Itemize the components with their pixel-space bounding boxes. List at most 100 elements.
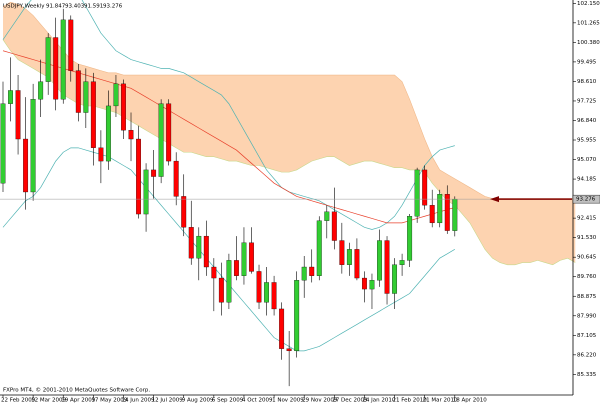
candle-body [414,169,420,217]
x-tick-label: 18 Apr 2010 [453,398,488,404]
candle-body [166,103,172,162]
candle-body [121,83,126,131]
candle-body [309,266,315,276]
candle-body [226,260,232,303]
candle-body [399,260,405,265]
candle-body [196,235,202,259]
header: USDJPY,Weekly 91.847 93.403 91.591 93.27… [3,4,123,10]
candle-body [294,280,300,352]
candle-body [324,211,330,221]
x-tick-label: 1 Nov 2009 [272,398,304,404]
candle-body [15,90,21,140]
open-value: 91.847 [46,4,66,10]
x-tick-label: 9 Aug 2009 [182,398,214,404]
candle-body [233,260,239,276]
price-label: 93.276 [576,197,596,203]
candle-body [203,235,209,268]
candle-body [361,277,367,290]
candle-body [369,280,375,290]
candle-body [241,242,247,276]
x-tick-label: 24 Jan 2010 [362,398,395,404]
low-value: 91.591 [84,4,103,10]
candle-body [264,282,269,303]
candle-body [83,81,89,113]
candle-body [286,348,292,352]
candle-body [211,266,217,279]
x-tick-label: 17 May 2009 [91,398,127,404]
cloud-edge [2,39,576,266]
y-tick-label: 95.070 [577,157,597,163]
y-tick-label: 95.955 [577,138,597,144]
cloud-edge [2,1,576,199]
candle-body [0,103,6,184]
y-tick-label: 96.840 [577,118,597,124]
candle-body [45,37,51,82]
x-tick-label: 21 Mar 2010 [423,398,458,404]
candle-body [346,249,352,265]
candle-body [143,169,149,215]
candle-body [316,220,322,276]
candle-body [53,37,59,100]
ichimoku-cloud [3,2,576,265]
x-tick-label: 22 Feb 2009 [1,398,36,404]
y-tick-label: 87.990 [577,313,597,319]
band-upper [2,0,455,230]
candle-body [429,205,435,224]
x-tick-label: 29 Nov 2009 [302,398,338,404]
candle-body [173,160,179,197]
candle-body [8,90,13,104]
candle-body [392,264,398,294]
y-tick-label: 89.760 [577,274,597,280]
y-tick-label: 90.645 [577,255,597,261]
plot-area [0,0,576,387]
candle-body [181,196,187,228]
candle-body [249,242,254,272]
y-tick-label: 97.725 [577,98,597,104]
price-box [572,194,600,204]
candle-body [271,282,277,310]
candle-body [377,240,382,281]
y-tick-label: 101.265 [577,20,600,26]
x-tick-label: 12 Jul 2009 [152,398,184,404]
y-tick-label: 98.610 [577,79,597,85]
candle-body [188,227,194,259]
candle-body [105,105,111,162]
y-tick-label: 99.495 [577,59,597,65]
candle-body [444,194,450,231]
arrow-head [490,196,499,203]
x-tick-label: 6 Sep 2009 [212,398,244,404]
candle-body [23,138,29,193]
candle-body [384,240,390,294]
candle-body [256,271,262,303]
candle-body [113,83,119,107]
x-tick-label: 19 Apr 2009 [61,398,96,404]
x-tick-label: 27 Dec 2009 [332,398,368,404]
candle-body [128,130,134,140]
candle-body [331,211,337,241]
candle-body [30,99,36,193]
candle-body [60,19,66,100]
y-tick-label: 87.105 [577,333,597,339]
x-tick-label: 14 Jun 2009 [121,398,155,404]
candle-body [407,216,413,261]
y-tick-label: 100.380 [577,40,600,46]
candle-body [354,249,360,279]
candle-body [90,81,96,148]
candle-body [339,240,345,265]
candle-body [151,169,157,177]
candle-body [75,70,81,113]
candle-body [301,266,307,281]
chart-title: USDJPY,Weekly [3,4,45,10]
candle-body [38,81,44,100]
y-tick-label: 85.335 [577,372,597,378]
x-tick-label: 4 Oct 2009 [242,398,273,404]
candle-body [279,308,285,349]
candle-body [68,19,74,71]
candle-body [422,169,428,206]
high-value: 93.403 [65,4,85,10]
candle-body [218,277,224,303]
candle-body [452,198,458,231]
y-tick-label: 92.415 [577,216,597,222]
x-tick-label: 21 Feb 2010 [393,398,428,404]
